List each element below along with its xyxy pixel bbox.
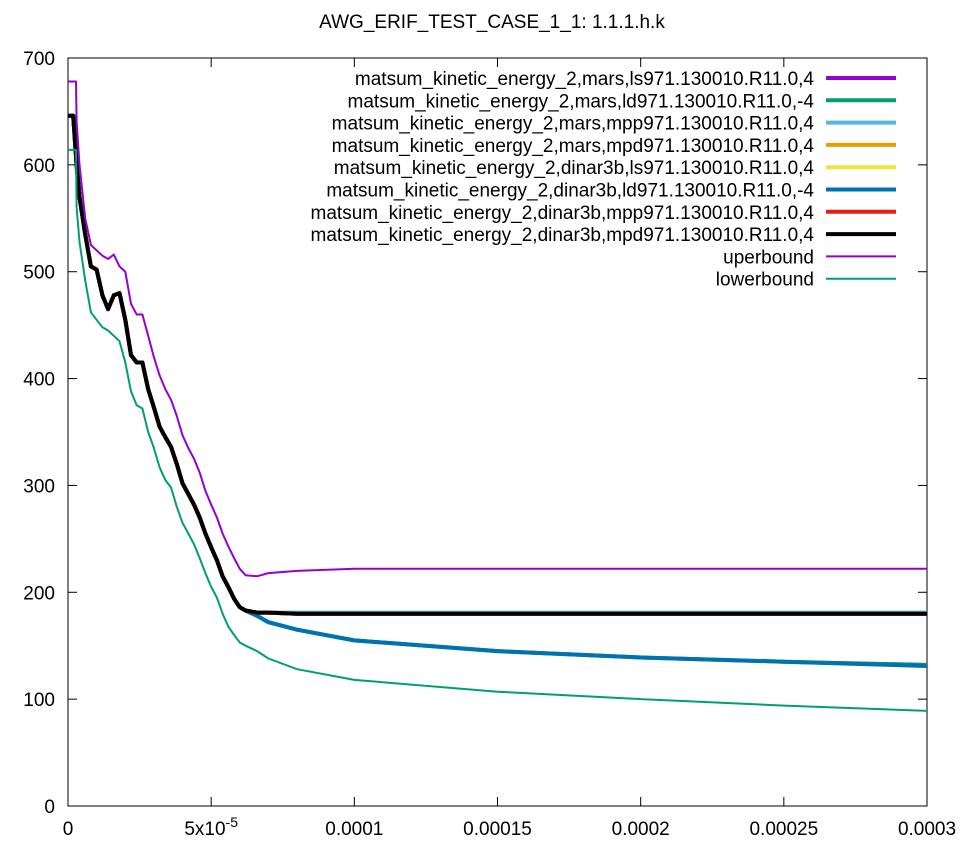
legend-label: matsum_kinetic_energy_2,mars,mpd971.1300… <box>332 136 815 157</box>
legend-label: matsum_kinetic_energy_2,mars,ld971.13001… <box>348 91 815 112</box>
series-line-10 <box>68 148 928 712</box>
x-tick-label-text: 0 <box>63 819 74 840</box>
chart-title: AWG_ERIF_TEST_CASE_1_1: 1.1.1.h.k <box>319 12 665 33</box>
legend-label: matsum_kinetic_energy_2,mars,ls971.13001… <box>355 69 815 90</box>
y-tick-label: 400 <box>23 370 55 391</box>
series-line-9 <box>68 80 927 578</box>
legend-label: matsum_kinetic_energy_2,dinar3b,mpd971.1… <box>311 225 815 246</box>
legend-label: matsum_kinetic_energy_2,dinar3b,mpp971.1… <box>311 203 815 224</box>
axes: 0 100 200 300 400 500 600 700 0 5x10-5 0.0001 0.000… <box>23 49 956 840</box>
legend-label: lowerbound <box>716 270 814 291</box>
legend-label: uperbound <box>723 247 814 268</box>
x-tick-label-exponent: -5 <box>226 814 239 830</box>
x-tick-label-text: 0.00015 <box>463 819 532 840</box>
x-tick-label-text: 0.0001 <box>325 819 383 840</box>
x-tick-label: 0.0002 <box>612 819 670 840</box>
x-tick-label: 0.0001 <box>325 819 383 840</box>
legend-label: matsum_kinetic_energy_2,mars,mpp971.1300… <box>332 114 815 135</box>
series-line-8 <box>68 113 927 616</box>
x-tick-label: 0.00025 <box>749 819 818 840</box>
y-tick-label: 500 <box>23 263 55 284</box>
x-tick-label: 0.00015 <box>463 819 532 840</box>
x-tick-label-text: 5x10 <box>184 819 225 840</box>
y-tick-label: 300 <box>23 476 55 497</box>
legend: matsum_kinetic_energy_2,mars,ls971.13001… <box>311 69 896 291</box>
y-tick-label: 600 <box>23 156 55 177</box>
y-tick-label: 200 <box>23 583 55 604</box>
y-tick-label: 700 <box>23 49 55 70</box>
x-tick-label-text: 0.00025 <box>749 819 818 840</box>
x-tick-label: 0.0003 <box>898 819 956 840</box>
y-tick-label: 100 <box>23 690 55 711</box>
legend-label: matsum_kinetic_energy_2,dinar3b,ls971.13… <box>334 158 815 179</box>
x-tick-label-text: 0.0002 <box>612 819 670 840</box>
x-tick-label: 5x10-5 <box>184 814 238 840</box>
legend-label: matsum_kinetic_energy_2,dinar3b,ld971.13… <box>326 181 814 202</box>
x-tick-label-text: 0.0003 <box>898 819 956 840</box>
y-tick-label: 0 <box>44 797 55 818</box>
series-lines <box>68 80 928 712</box>
x-tick-label: 0 <box>63 819 74 840</box>
